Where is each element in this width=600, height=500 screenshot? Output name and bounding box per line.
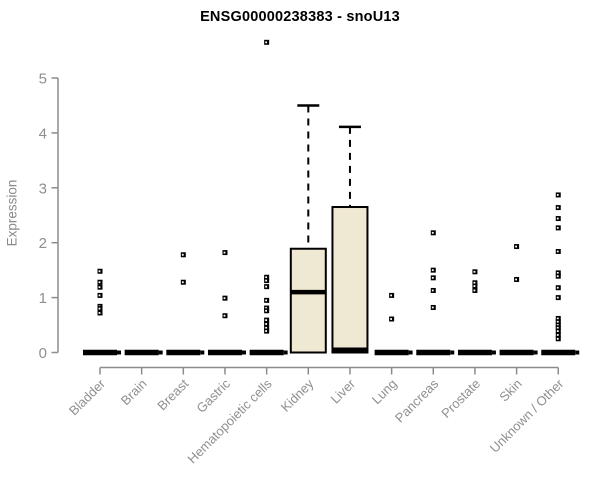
outlier-point-center [98, 312, 101, 314]
zero-bar-nub [117, 350, 121, 355]
zero-bar [249, 349, 284, 356]
outlier-point-center [556, 317, 559, 320]
outlier-point-center [556, 337, 559, 340]
outlier-point-center [473, 270, 476, 273]
outlier-point-center [265, 276, 268, 279]
x-tick-label: Pancreas [392, 376, 442, 426]
x-tick-label: Unknown / Other [487, 376, 567, 456]
outlier-point-center [223, 251, 226, 254]
outlier-point-center [98, 286, 101, 289]
zero-bar [499, 349, 534, 356]
outlier-point-center [515, 278, 517, 281]
outlier-point-center [390, 318, 393, 320]
outlier-point-center [556, 330, 559, 332]
outlier-point-center [265, 326, 268, 329]
outlier-point-center [98, 281, 101, 284]
x-tick-label: Brain [118, 376, 150, 408]
outlier-point-center [556, 217, 559, 220]
x-tick-label: Prostate [438, 376, 483, 421]
outlier-point-center [98, 307, 101, 310]
zero-bar-nub [408, 350, 413, 355]
y-tick-label: 5 [39, 71, 47, 88]
y-tick-label: 0 [39, 345, 47, 362]
zero-bar-nub [158, 350, 163, 355]
zero-bar-nub [491, 350, 496, 355]
outlier-point-center [431, 269, 434, 272]
x-tick-label: Bladder [66, 376, 109, 419]
outlier-point-center [556, 334, 559, 336]
outlier-point-center [98, 270, 101, 273]
outlier-point-center [265, 319, 268, 322]
zero-bar [207, 349, 242, 356]
outlier-point-center [265, 307, 268, 309]
x-tick-label: Skin [496, 376, 524, 404]
outlier-point-center [556, 320, 559, 323]
outlier-point-center [473, 281, 476, 284]
box [289, 247, 327, 354]
outlier-point-center [431, 289, 434, 292]
zero-bar [457, 349, 492, 356]
outlier-point-center [556, 226, 559, 229]
outlier-point-center [431, 306, 434, 309]
zero-bar [541, 349, 576, 356]
outlier-point-center [556, 275, 559, 278]
y-tick-label: 2 [39, 235, 47, 252]
outlier-point-center [556, 324, 559, 326]
zero-bar-nub [200, 350, 205, 355]
outlier-point-center [473, 289, 476, 292]
zero-bar [166, 349, 201, 356]
zero-bar [124, 349, 159, 356]
outlier-point-center [223, 314, 226, 317]
box [331, 206, 369, 354]
outlier-point-center [473, 285, 476, 287]
outlier-point-center [223, 297, 226, 300]
chart-title: ENSG00000238383 - snoU13 [200, 9, 400, 25]
zero-bar-nub [575, 350, 580, 355]
outlier-point-center [265, 41, 268, 44]
zero-bar-nub [241, 350, 246, 355]
zero-bar [374, 349, 409, 356]
zero-bar-nub [450, 350, 455, 355]
y-tick-label: 3 [39, 180, 47, 197]
outlier-point-center [556, 206, 559, 209]
outlier-point-center [515, 245, 517, 248]
x-tick-label: Breast [154, 376, 191, 413]
outlier-point-center [265, 299, 268, 302]
outlier-point-center [556, 194, 559, 196]
outlier-point-center [265, 285, 268, 288]
zero-bar-nub [283, 350, 288, 355]
outlier-point-center [390, 294, 393, 297]
x-tick-label: Gastric [193, 376, 233, 416]
outlier-point-center [556, 286, 559, 289]
outlier-point-center [431, 276, 434, 279]
outlier-point-center [556, 326, 559, 329]
y-tick-label: 4 [39, 125, 47, 142]
zero-bar [416, 349, 451, 356]
outlier-point-center [265, 330, 268, 332]
outlier-point-center [98, 294, 101, 297]
outlier-point-center [181, 281, 184, 284]
zero-bar [83, 349, 117, 356]
zero-bar-nub [533, 350, 538, 355]
outlier-point-center [265, 309, 268, 312]
outlier-point-center [431, 231, 434, 234]
outlier-point-center [265, 323, 268, 325]
y-tick-label: 1 [39, 290, 47, 307]
outlier-point-center [556, 271, 559, 274]
outlier-point-center [556, 296, 559, 299]
outlier-point-center [181, 253, 184, 256]
outlier-point-center [265, 279, 268, 282]
x-tick-label: Liver [328, 376, 359, 407]
outlier-point-center [556, 250, 559, 253]
x-tick-label: Kidney [278, 376, 317, 415]
x-tick-label: Lung [369, 376, 400, 407]
